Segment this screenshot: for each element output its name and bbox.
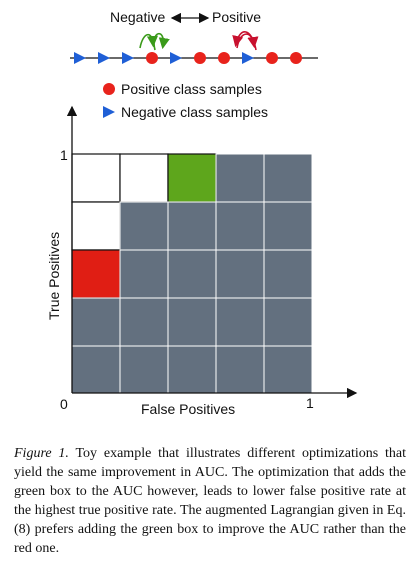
negative-label: Negative — [110, 9, 165, 25]
grid-cell-gray — [215, 345, 265, 395]
legend-positive-marker — [103, 83, 115, 95]
toy-auc-figure: Negative Positive Positive class samples… — [46, 9, 358, 417]
grid-cell-gray — [119, 249, 169, 299]
positive-sample-marker — [290, 52, 302, 64]
y-axis-label: True Positives — [46, 232, 62, 320]
grid-cell-gray — [263, 345, 313, 395]
grid-cell-gray — [215, 249, 265, 299]
negative-sample-marker — [98, 52, 110, 64]
caption-label: Figure 1. — [14, 446, 69, 461]
legend: Positive class samples Negative class sa… — [103, 81, 268, 120]
grid-cell-gray — [263, 249, 313, 299]
figure-caption: Figure 1. Toy example that illustrates d… — [14, 444, 406, 558]
caption-text: Toy example that illustrates different o… — [14, 446, 406, 556]
grid-cell-gray — [215, 297, 265, 347]
grid-cell-green — [167, 153, 217, 203]
grid-cell-gray — [215, 153, 265, 203]
grid-cell-gray — [167, 345, 217, 395]
grid-cell-gray — [263, 153, 313, 203]
negative-sample-marker — [74, 52, 86, 64]
origin-label: 0 — [60, 396, 68, 412]
grid-cell-gray — [119, 201, 169, 251]
sample-sequence — [70, 52, 318, 64]
positive-sample-marker — [266, 52, 278, 64]
x-axis-label: False Positives — [141, 401, 235, 417]
positive-sample-marker — [146, 52, 158, 64]
grid-cell-gray — [167, 201, 217, 251]
grid-cell-white — [119, 153, 169, 203]
y-max-label: 1 — [60, 147, 68, 163]
positive-sample-marker — [218, 52, 230, 64]
grid-cell-white — [71, 153, 121, 203]
grid-cell-gray — [119, 297, 169, 347]
grid-cell-gray — [119, 345, 169, 395]
grid-cell-gray — [71, 297, 121, 347]
grid-cell-gray — [215, 201, 265, 251]
green-swap-arrow — [153, 32, 170, 51]
grid-cell-gray — [263, 297, 313, 347]
grid-cell-red — [71, 249, 121, 299]
x-max-label: 1 — [306, 395, 314, 411]
negative-sample-marker — [170, 52, 182, 64]
auc-grid — [71, 153, 313, 395]
legend-negative-label: Negative class samples — [121, 104, 268, 120]
grid-cell-gray — [167, 249, 217, 299]
positive-label: Positive — [212, 9, 261, 25]
negative-sample-marker — [242, 52, 254, 64]
grid-cell-gray — [167, 297, 217, 347]
legend-negative-marker — [103, 106, 115, 118]
grid-cell-gray — [71, 345, 121, 395]
positive-sample-marker — [194, 52, 206, 64]
negative-sample-marker — [122, 52, 134, 64]
green-swap-arrow-back — [139, 33, 159, 49]
red-swap-arrow-back — [232, 31, 257, 51]
grid-cell-gray — [263, 201, 313, 251]
legend-positive-label: Positive class samples — [121, 81, 262, 97]
grid-cell-white — [71, 201, 121, 251]
